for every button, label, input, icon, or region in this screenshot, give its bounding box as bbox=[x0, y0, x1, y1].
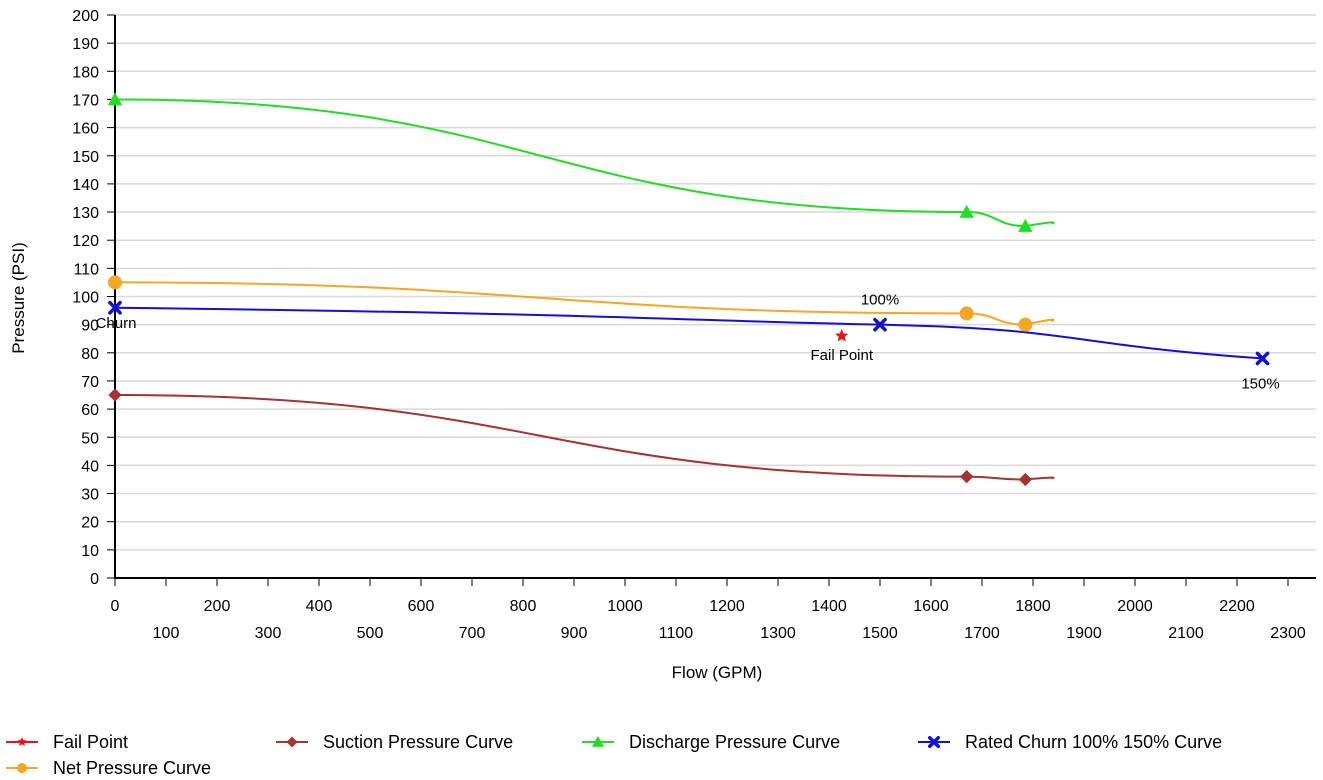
x-tick-label: 500 bbox=[357, 625, 384, 642]
x-tick-label: 0 bbox=[111, 598, 120, 615]
y-tick-label: 50 bbox=[81, 430, 99, 447]
legend-item: Fail Point bbox=[6, 732, 128, 752]
legend-item: Rated Churn 100% 150% Curve bbox=[918, 732, 1222, 752]
y-tick-label: 160 bbox=[72, 121, 99, 138]
x-tick-label: 1400 bbox=[811, 598, 847, 615]
legend-marker bbox=[17, 737, 27, 747]
y-tick-label: 30 bbox=[81, 487, 99, 504]
legend-label: Net Pressure Curve bbox=[53, 758, 211, 778]
series-layer bbox=[107, 92, 1270, 487]
x-tick-label: 900 bbox=[561, 625, 588, 642]
series-line bbox=[114, 281, 1055, 326]
y-tick-label: 100 bbox=[72, 290, 99, 307]
x-tick-label: 2000 bbox=[1117, 598, 1153, 615]
legend-label: Fail Point bbox=[53, 732, 128, 752]
series-line bbox=[114, 306, 1263, 360]
x-tick-label: 200 bbox=[204, 598, 231, 615]
series-rated-churn-100-150-curve bbox=[108, 300, 1270, 366]
data-point bbox=[959, 306, 974, 321]
series-net-pressure-curve bbox=[108, 275, 1055, 332]
data-point bbox=[1018, 317, 1033, 332]
y-tick-label: 0 bbox=[90, 571, 99, 588]
y-tick-label: 90 bbox=[81, 318, 99, 335]
x-tick-label: 300 bbox=[255, 625, 282, 642]
x-tick-label: 1100 bbox=[659, 625, 694, 642]
point-label: Churn bbox=[96, 315, 137, 332]
x-axis-title: Flow (GPM) bbox=[672, 663, 763, 682]
legend-item: Net Pressure Curve bbox=[6, 758, 211, 778]
grid-lines bbox=[115, 14, 1316, 551]
series-discharge-pressure-curve bbox=[107, 92, 1055, 232]
x-tick-label: 1600 bbox=[913, 598, 949, 615]
legend-marker bbox=[592, 736, 604, 747]
legend-label: Suction Pressure Curve bbox=[323, 732, 513, 752]
x-tick-label: 2100 bbox=[1168, 625, 1204, 642]
point-label: Fail Point bbox=[810, 347, 873, 364]
data-point bbox=[1018, 218, 1033, 232]
data-point bbox=[108, 300, 122, 315]
legend-label: Rated Churn 100% 150% Curve bbox=[965, 732, 1222, 752]
y-tick-label: 60 bbox=[81, 402, 99, 419]
legend-item: Discharge Pressure Curve bbox=[582, 732, 840, 752]
legend-label: Discharge Pressure Curve bbox=[629, 732, 840, 752]
data-point bbox=[835, 328, 849, 342]
y-tick-label: 130 bbox=[72, 205, 99, 222]
y-tick-label: 140 bbox=[72, 177, 99, 194]
legend: Fail Point Suction Pressure Curve Discharg… bbox=[6, 732, 1222, 778]
legend-item: Suction Pressure Curve bbox=[276, 732, 513, 752]
x-tick-label: 1200 bbox=[709, 598, 745, 615]
axes: 0 10 20 30 40 50 60 70 80 90 100 110 120 130 140 150 160… bbox=[72, 8, 1316, 642]
y-axis-title: Pressure (PSI) bbox=[9, 242, 28, 353]
y-tick-label: 20 bbox=[81, 515, 99, 532]
point-label: 150% bbox=[1241, 375, 1279, 392]
data-point bbox=[108, 388, 122, 402]
x-tick-label: 600 bbox=[408, 598, 435, 615]
y-tick-label: 70 bbox=[81, 374, 99, 391]
y-tick-label: 200 bbox=[72, 8, 99, 25]
point-label: 100% bbox=[861, 292, 899, 309]
data-point bbox=[959, 204, 974, 218]
x-tick-label: 1500 bbox=[862, 625, 898, 642]
x-tick-label: 2200 bbox=[1219, 598, 1255, 615]
data-point bbox=[960, 470, 974, 484]
data-point bbox=[1018, 472, 1032, 487]
x-tick-label: 1800 bbox=[1015, 598, 1051, 615]
series-fail-point bbox=[835, 328, 849, 342]
x-tick-label: 100 bbox=[153, 625, 180, 642]
y-tick-label: 110 bbox=[73, 261, 99, 278]
y-tick-label: 120 bbox=[72, 233, 99, 250]
data-point bbox=[107, 92, 123, 106]
y-tick-label: 180 bbox=[72, 64, 99, 81]
x-tick-label: 2300 bbox=[1270, 625, 1306, 642]
x-tick-label: 1700 bbox=[964, 625, 1000, 642]
y-tick-label: 80 bbox=[81, 346, 99, 363]
x-tick-label: 700 bbox=[459, 625, 486, 642]
y-tick-label: 40 bbox=[81, 458, 99, 475]
legend-marker bbox=[928, 736, 940, 748]
x-tick-label: 1300 bbox=[760, 625, 796, 642]
legend-marker bbox=[286, 736, 298, 748]
data-point bbox=[873, 317, 887, 332]
y-tick-label: 170 bbox=[72, 92, 99, 109]
x-tick-label: 400 bbox=[306, 598, 333, 615]
point-labels: Fail Point Churn 100% 150% bbox=[96, 292, 1280, 393]
y-tick-label: 190 bbox=[72, 36, 99, 53]
y-tick-label: 150 bbox=[72, 149, 99, 166]
series-line bbox=[114, 98, 1055, 228]
data-point bbox=[1255, 351, 1270, 366]
data-point bbox=[108, 275, 122, 290]
x-tick-label: 800 bbox=[510, 598, 537, 615]
series-suction-pressure-curve bbox=[108, 388, 1055, 487]
y-tick-label: 10 bbox=[81, 543, 99, 560]
x-tick-label: 1900 bbox=[1066, 625, 1102, 642]
x-tick-label: 1000 bbox=[607, 598, 643, 615]
legend-marker bbox=[17, 763, 27, 773]
